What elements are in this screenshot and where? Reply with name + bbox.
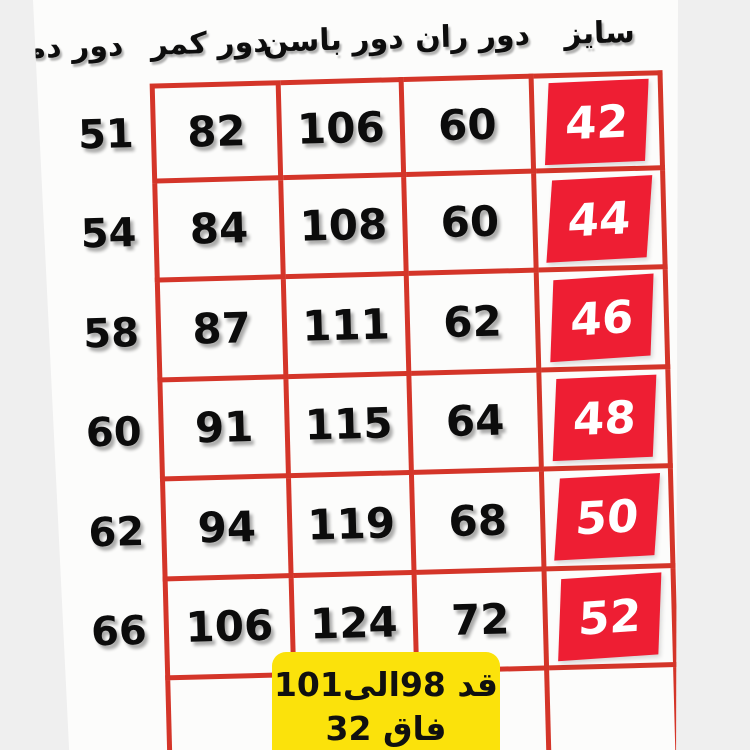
cell-thigh-row1: 60: [403, 73, 537, 177]
cell-size-row1: 42: [533, 70, 666, 174]
cell-size-row3: 46: [538, 269, 671, 372]
cell-size-row6: 52: [546, 567, 678, 671]
column-header-waist: دور کمر: [150, 24, 270, 63]
cell-size-row4: 48: [541, 368, 673, 472]
cell-hem-row5: 62: [87, 508, 145, 557]
cell-hem-row6: 66: [90, 608, 148, 656]
size-badge: 50: [554, 473, 661, 561]
column-header-hip: دور باسن: [262, 20, 405, 60]
cell-hip-row5: 119: [291, 474, 417, 578]
cell-thigh-row5: 68: [413, 471, 547, 575]
cell-size-row5: 50: [543, 468, 676, 571]
size-badge: 44: [546, 174, 653, 263]
cell-hem-row2: 54: [80, 210, 137, 258]
note-box: قد 98الی101 فاق 32: [272, 652, 500, 750]
cell-hip-row4: 115: [288, 375, 414, 479]
cell-thigh-row2: 60: [406, 173, 539, 276]
cell-waist-row5: 94: [160, 478, 294, 581]
cell-size-empty: [549, 667, 678, 750]
cell-waist-row2: 84: [152, 179, 286, 283]
chart-paper: سایز دور ران دور باسن دور کمر دور دمپا 5…: [33, 0, 678, 750]
cell-hem-empty: [75, 680, 168, 750]
cell-hem-row3: 58: [82, 309, 140, 358]
size-badge: 52: [558, 572, 662, 661]
cell-waist-row3: 87: [154, 279, 289, 383]
note-line-rise: فاق 32: [325, 708, 447, 748]
cell-hip-row2: 108: [283, 176, 409, 280]
column-header-thigh: دور ران: [414, 17, 531, 56]
cell-hip-row1: 106: [280, 76, 407, 180]
size-badge: 48: [552, 374, 657, 461]
cell-hem-row4: 60: [85, 409, 143, 457]
size-table: 51 82 106 60 42 54 84 108 60 44 58 87 111 62 46 60 91 115…: [60, 70, 678, 750]
cell-thigh-row4: 64: [411, 371, 544, 475]
cell-hem-row1: 51: [77, 110, 135, 159]
column-header-hem: دور دمپا: [33, 28, 124, 67]
cell-thigh-row3: 62: [408, 272, 542, 376]
cell-waist-row1: 82: [149, 80, 284, 184]
chart-content: سایز دور ران دور باسن دور کمر دور دمپا 5…: [33, 0, 678, 750]
cell-size-row2: 44: [536, 169, 668, 273]
size-badge: 46: [550, 273, 654, 363]
size-badge: 42: [544, 78, 649, 165]
cell-waist-row4: 91: [157, 378, 292, 482]
column-header-size: سایز: [563, 14, 636, 52]
note-line-height: قد 98الی101: [273, 665, 499, 704]
cell-hip-row3: 111: [285, 275, 412, 379]
